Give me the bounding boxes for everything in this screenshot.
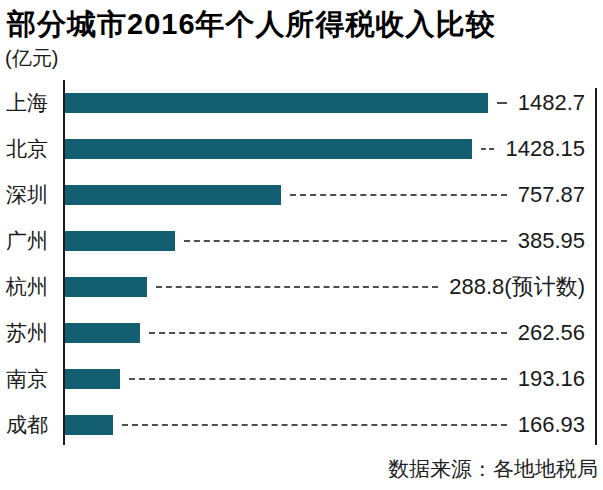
bar-row: 上海 1482.7 (0, 92, 603, 114)
category-label: 北京 (0, 138, 65, 160)
value-label: 166.93 (518, 414, 585, 436)
value-label: 757.87 (518, 184, 585, 206)
leader-dash-line (481, 148, 494, 150)
bar (65, 185, 281, 205)
data-source-label: 数据来源：各地地税局 (388, 455, 598, 483)
bar-row: 杭州 288.8(预计数) (0, 276, 603, 298)
value-label: 262.56 (518, 322, 585, 344)
leader-dash-line (184, 240, 507, 242)
chart-title: 部分城市2016年个人所得税收入比较 (7, 5, 496, 45)
leader-dash-line (156, 286, 438, 288)
unit-label: (亿元) (5, 45, 58, 72)
y-axis-line (63, 80, 65, 445)
leader-dash-line (497, 102, 507, 104)
category-label: 苏州 (0, 322, 65, 344)
bar-row: 广州 385.95 (0, 230, 603, 252)
bar-row: 深圳 757.87 (0, 184, 603, 206)
infographic-page: 部分城市2016年个人所得税收入比较 (亿元) 上海 1482.7 北京 1428.1… (0, 0, 603, 490)
leader-dash-line (149, 332, 507, 334)
bar (65, 231, 175, 251)
leader-dash-line (122, 424, 507, 426)
bar (65, 323, 140, 343)
value-label: 1482.7 (518, 92, 585, 114)
value-label: 385.95 (518, 230, 585, 252)
value-label: 288.8(预计数) (449, 276, 585, 298)
bar-row: 苏州 262.56 (0, 322, 603, 344)
category-label: 南京 (0, 368, 65, 390)
value-label: 193.16 (518, 368, 585, 390)
leader-dash-line (129, 378, 507, 380)
bar-row: 南京 193.16 (0, 368, 603, 390)
category-label: 深圳 (0, 184, 65, 206)
category-label: 成都 (0, 414, 65, 436)
bar (65, 139, 472, 159)
value-label: 1428.15 (505, 138, 585, 160)
bar-row: 北京 1428.15 (0, 138, 603, 160)
bar-chart: 上海 1482.7 北京 1428.15 深圳 757.87 广州 385.95 杭州 288.8… (0, 80, 603, 445)
bar (65, 277, 147, 297)
bar (65, 369, 120, 389)
bar (65, 93, 488, 113)
leader-dash-line (290, 194, 507, 196)
bar-row: 成都 166.93 (0, 414, 603, 436)
bar (65, 415, 113, 435)
category-label: 广州 (0, 230, 65, 252)
category-label: 杭州 (0, 276, 65, 298)
category-label: 上海 (0, 92, 65, 114)
